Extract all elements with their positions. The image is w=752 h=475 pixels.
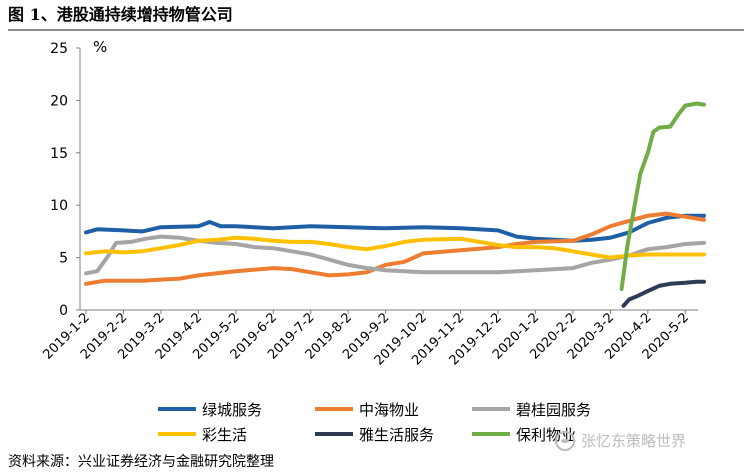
watermark: 张忆东策略世界 <box>555 430 686 452</box>
legend-label: 雅生活服务 <box>359 426 434 444</box>
legend-label: 彩生活 <box>202 426 247 444</box>
legend-label: 绿城服务 <box>202 401 262 419</box>
source-note: 资料来源：兴业证券经济与金融研究院整理 <box>8 454 274 470</box>
series-line-保利物业 <box>619 101 706 291</box>
series-line-雅生活服务 <box>621 279 706 308</box>
wechat-icon <box>555 431 575 451</box>
legend-label: 中海物业 <box>359 401 419 419</box>
series-line-碧桂园服务 <box>84 234 706 276</box>
series-line-绿城服务 <box>84 213 706 243</box>
y-tick-label: 20 <box>50 93 68 109</box>
figure-title: 图 1、港股通持续增持物管公司 <box>8 3 744 31</box>
y-axis-label: % <box>93 38 107 56</box>
y-tick-label: 15 <box>50 146 68 162</box>
watermark-text: 张忆东策略世界 <box>581 432 687 450</box>
y-tick-label: 25 <box>50 41 68 57</box>
series-line-中海物业 <box>84 211 706 286</box>
y-tick-label: 5 <box>59 251 68 267</box>
legend-label: 碧桂园服务 <box>516 401 591 419</box>
y-tick-label: 10 <box>50 198 68 214</box>
y-tick-label: 0 <box>59 303 68 319</box>
series-line-彩生活 <box>84 235 706 260</box>
